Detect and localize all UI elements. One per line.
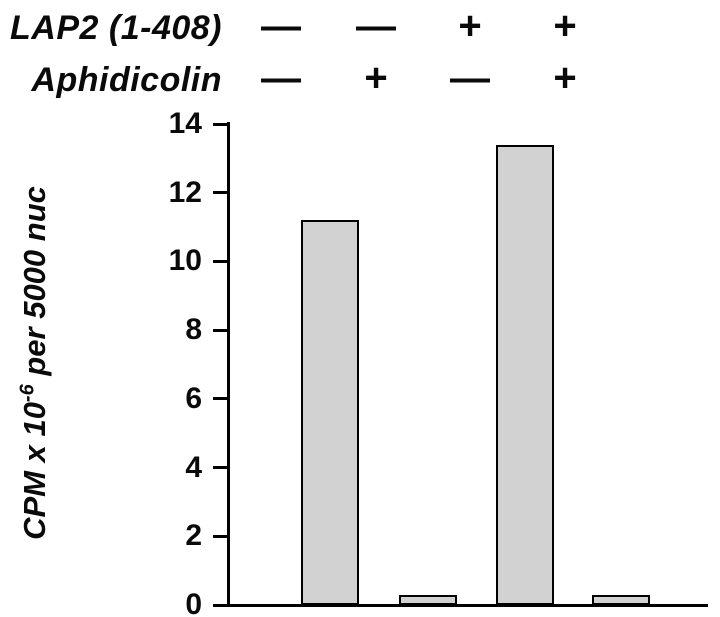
y-axis-tick-14 — [213, 122, 227, 126]
bar-1 — [301, 220, 359, 605]
y-axis-tick-10 — [213, 259, 227, 263]
lap2-row-label: LAP2 (1-408) — [10, 9, 222, 47]
aphidicolin-condition-symbol-3: — — [450, 56, 490, 100]
lap2-condition-symbol-4: + — [553, 4, 577, 48]
aphidicolin-condition-symbol-2: + — [364, 56, 388, 100]
bar-4 — [592, 594, 650, 605]
x-axis-line — [227, 604, 708, 607]
y-axis-label-suffix: per 5000 nuc — [17, 186, 52, 385]
y-axis-tick-6 — [213, 397, 227, 401]
y-axis-line — [227, 122, 230, 607]
y-tick-label-8: 8 — [185, 313, 202, 347]
y-tick-label-6: 6 — [185, 381, 202, 415]
y-tick-label-4: 4 — [185, 450, 202, 484]
y-axis-tick-8 — [213, 328, 227, 332]
y-tick-label-12: 12 — [168, 175, 202, 209]
plot-area: 0 2 4 6 8 10 12 14 — [169, 107, 708, 617]
bar-2 — [399, 594, 457, 605]
header-row-aphidicolin: Aphidicolin — + — + — [0, 56, 720, 104]
header-row-lap2: LAP2 (1-408) — — + + — [0, 4, 720, 52]
y-axis-tick-2 — [213, 534, 227, 538]
aphidicolin-condition-symbol-1: — — [261, 56, 301, 100]
y-axis-label-prefix: CPM x 10 — [17, 402, 52, 540]
y-axis-tick-4 — [213, 466, 227, 470]
y-axis-tick-0 — [213, 603, 227, 607]
aphidicolin-condition-symbol-4: + — [553, 56, 577, 100]
y-tick-label-14: 14 — [168, 107, 202, 140]
y-tick-label-0: 0 — [185, 588, 202, 617]
bar-3 — [496, 144, 554, 605]
y-tick-label-2: 2 — [185, 519, 202, 553]
y-axis-tick-12 — [213, 191, 227, 195]
lap2-condition-symbol-2: — — [356, 4, 396, 48]
y-axis-label-exponent: -6 — [16, 384, 39, 403]
y-tick-label-10: 10 — [168, 244, 202, 278]
lap2-condition-symbol-1: — — [261, 4, 301, 48]
y-axis-label: CPM x 10-6 per 5000 nuc — [14, 123, 56, 603]
aphidicolin-row-label: Aphidicolin — [31, 61, 222, 99]
lap2-condition-symbol-3: + — [458, 4, 482, 48]
